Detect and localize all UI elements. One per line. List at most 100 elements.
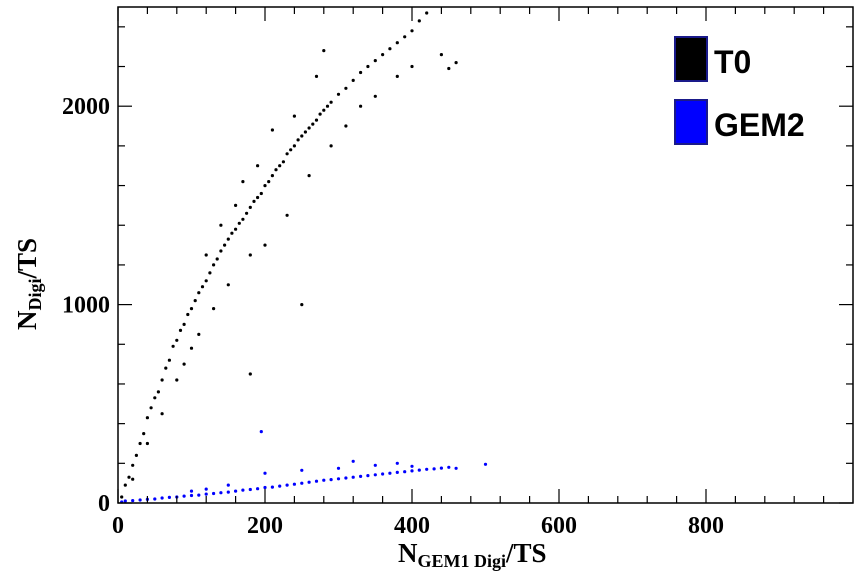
axis-tick-labels: 0 200 400 600 800 0 1000 2000: [62, 94, 724, 539]
series-gem2: [120, 430, 488, 504]
data-point: [329, 100, 333, 104]
data-point: [344, 476, 348, 480]
data-point: [182, 494, 186, 498]
data-point: [175, 378, 179, 382]
data-point: [318, 112, 322, 116]
data-point: [138, 498, 142, 502]
data-point: [410, 64, 414, 69]
data-point: [234, 489, 238, 493]
data-point: [336, 466, 341, 470]
data-point: [307, 174, 311, 178]
data-point: [219, 249, 223, 253]
data-point: [182, 362, 186, 366]
data-point: [160, 496, 164, 500]
data-point: [182, 322, 186, 326]
data-point: [215, 257, 219, 261]
data-point: [325, 104, 330, 108]
data-point: [263, 471, 267, 475]
x-tick-label: 400: [394, 513, 430, 539]
data-point: [329, 144, 333, 148]
data-point: [395, 74, 399, 78]
legend-label-t0: T0: [714, 44, 751, 80]
data-point: [300, 481, 304, 485]
data-point: [351, 475, 355, 479]
data-point: [410, 464, 414, 468]
data-point: [241, 180, 245, 184]
data-point: [281, 160, 285, 164]
data-point: [248, 205, 252, 209]
data-point: [388, 471, 392, 475]
data-point: [241, 488, 245, 492]
data-point: [189, 307, 194, 311]
data-point: [432, 467, 436, 471]
data-point: [483, 462, 488, 466]
data-point: [212, 263, 216, 267]
data-point: [131, 499, 135, 503]
data-point: [417, 19, 421, 23]
x-tick-label: 0: [112, 513, 124, 539]
data-point: [263, 485, 267, 490]
data-point: [351, 78, 355, 82]
data-point: [366, 474, 370, 478]
series-layer: [120, 11, 488, 504]
data-point: [359, 70, 363, 75]
data-point: [189, 346, 194, 350]
data-point: [237, 221, 241, 225]
data-point: [263, 184, 267, 188]
data-point: [454, 61, 458, 65]
data-point: [285, 483, 289, 487]
data-point: [439, 466, 443, 470]
data-point: [256, 195, 260, 200]
x-tick-label: 200: [247, 513, 283, 539]
data-point: [300, 303, 304, 307]
x-tick-label: 800: [688, 513, 724, 539]
data-point: [278, 484, 282, 488]
data-point: [167, 358, 171, 362]
data-point: [226, 490, 230, 494]
data-point: [145, 416, 149, 420]
data-point: [230, 231, 234, 235]
data-point: [410, 469, 414, 473]
data-point: [285, 213, 289, 217]
data-point: [171, 344, 175, 348]
data-point: [344, 86, 348, 90]
data-point: [270, 485, 274, 489]
data-point: [153, 396, 157, 400]
data-point: [373, 94, 377, 98]
data-point: [200, 285, 205, 289]
data-point: [167, 495, 171, 499]
data-point: [123, 483, 127, 487]
data-point: [145, 441, 149, 446]
data-point: [322, 108, 326, 112]
data-point: [248, 372, 252, 376]
data-point: [234, 227, 238, 231]
data-point: [359, 474, 363, 478]
x-axis-title: NGEM1 Digi/TS: [398, 538, 547, 571]
data-point: [322, 49, 326, 53]
data-point: [314, 479, 319, 483]
data-point: [373, 59, 377, 63]
data-point: [425, 11, 429, 15]
data-point: [296, 138, 300, 142]
y-axis-title-main: N: [12, 310, 42, 330]
data-point: [197, 493, 201, 497]
data-point: [256, 164, 260, 168]
data-point: [153, 497, 157, 501]
data-point: [329, 478, 333, 482]
data-point: [292, 144, 296, 148]
data-point: [351, 459, 355, 463]
data-point: [131, 477, 135, 481]
data-point: [274, 168, 278, 172]
data-point: [403, 470, 407, 474]
data-point: [248, 487, 252, 492]
data-point: [197, 291, 201, 295]
data-point: [226, 483, 230, 487]
data-point: [314, 118, 319, 122]
data-point: [175, 338, 179, 342]
x-axis-title-tail: /TS: [505, 538, 547, 568]
data-point: [204, 279, 208, 283]
data-point: [292, 114, 296, 118]
y-tick-label: 2000: [62, 94, 110, 120]
data-point: [381, 472, 385, 476]
data-point: [259, 191, 263, 196]
